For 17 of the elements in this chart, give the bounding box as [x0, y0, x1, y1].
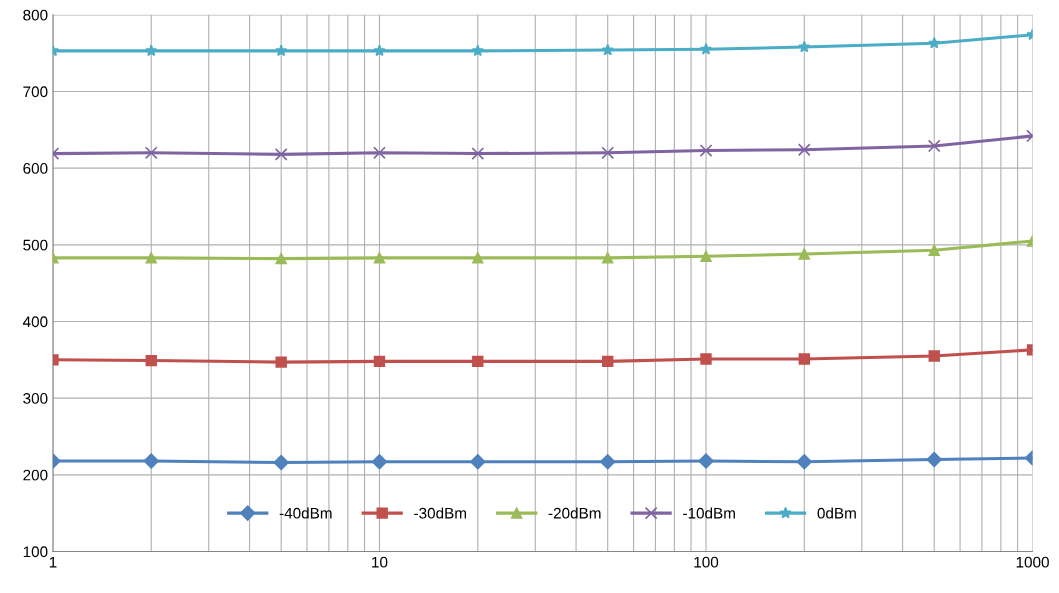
y-tick-label: 500: [23, 239, 48, 251]
legend-label: -40dBm: [279, 507, 332, 519]
legend-label: 0dBm: [817, 507, 856, 519]
y-tick-label: 300: [23, 393, 48, 404]
legend-label: -10dBm: [683, 507, 735, 519]
y-tick-label: 200: [23, 469, 48, 481]
x-tick-label: 100: [694, 556, 719, 568]
x-tick-label: 1000: [1016, 556, 1049, 568]
legend-label: -30dBm: [414, 507, 467, 519]
y-tick-label: 700: [23, 86, 48, 98]
legend-label: -20dBm: [548, 507, 601, 519]
y-tick-label: 100: [23, 546, 48, 558]
y-tick-label: 400: [22, 316, 48, 328]
y-tick-label: 600: [23, 163, 48, 174]
x-tick-label: 10: [372, 556, 388, 568]
y-tick-label: 800: [23, 9, 48, 21]
x-tick-label: 1: [49, 556, 57, 568]
